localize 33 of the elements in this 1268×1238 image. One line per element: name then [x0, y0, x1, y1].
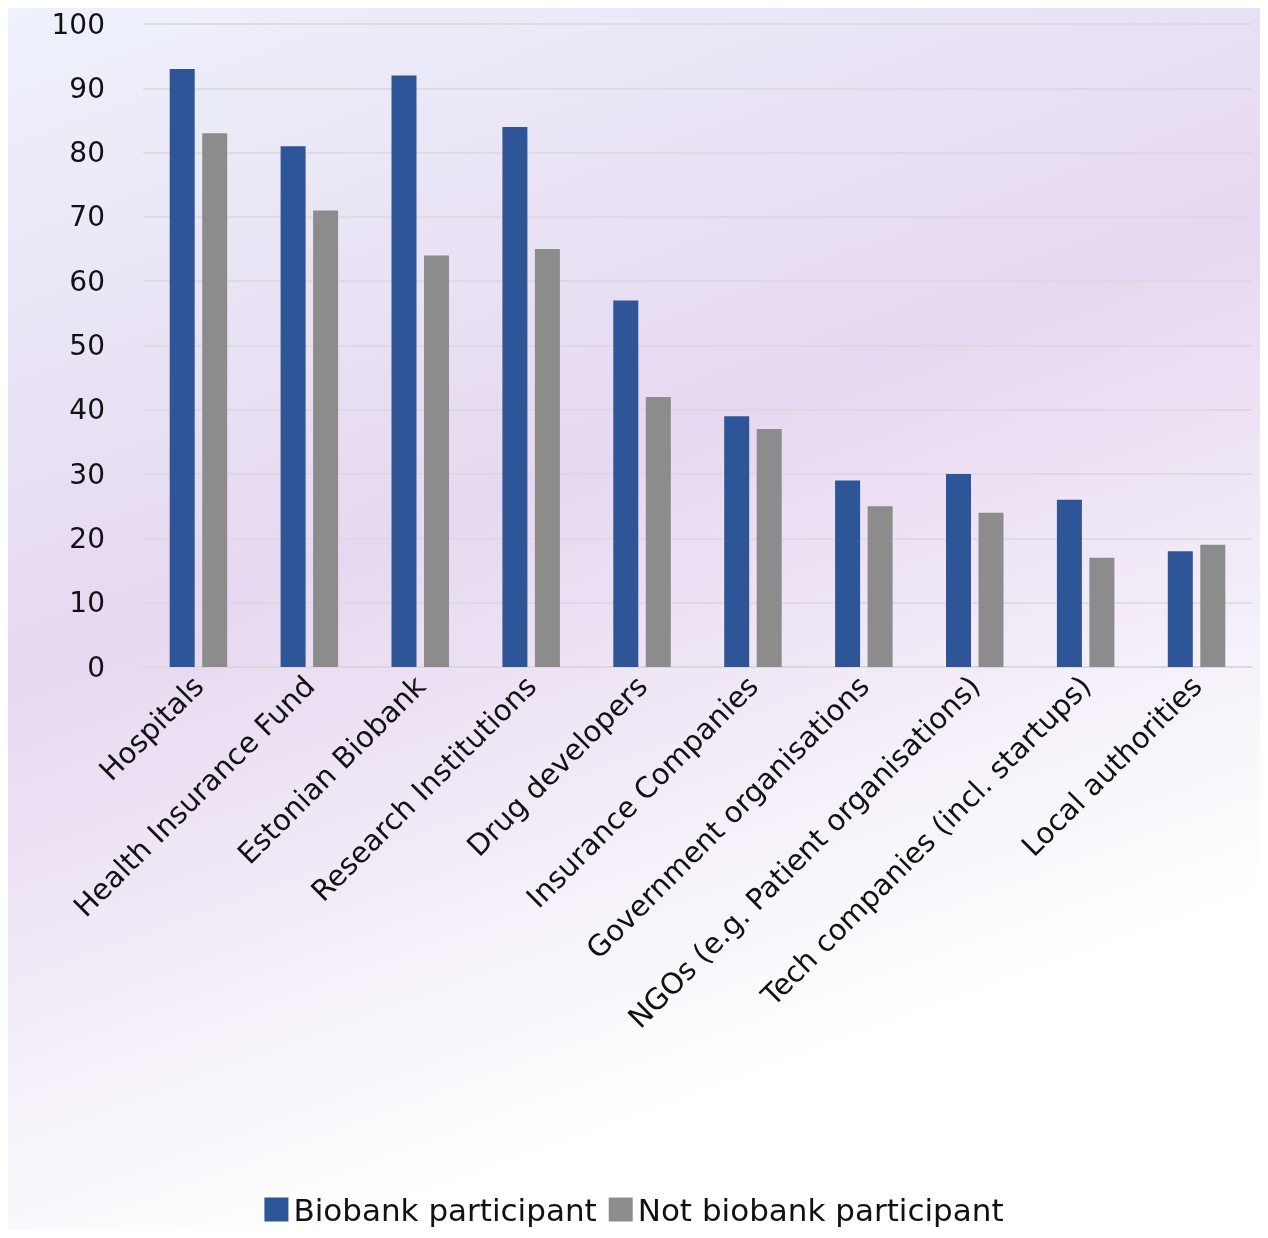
- bar: [724, 416, 750, 667]
- bar: [946, 474, 971, 667]
- y-tick-label: 90: [69, 71, 105, 105]
- bar: [867, 506, 893, 667]
- bar: [313, 210, 339, 667]
- y-tick-label: 20: [69, 521, 105, 555]
- y-tick-label: 60: [69, 264, 105, 298]
- bar: [1056, 499, 1082, 667]
- y-tick-label: 10: [69, 586, 105, 620]
- bar: [645, 396, 671, 667]
- y-tick-label: 0: [87, 650, 105, 684]
- bar: [835, 480, 861, 667]
- bar: [502, 126, 528, 667]
- bar: [1200, 544, 1226, 667]
- bar: [756, 429, 782, 667]
- bar: [978, 512, 1004, 667]
- bar: [280, 146, 306, 667]
- y-tick-label: 70: [69, 200, 105, 234]
- bar: [391, 75, 417, 667]
- y-tick-label: 100: [51, 7, 105, 41]
- bar: [1089, 557, 1115, 667]
- legend-label: Not biobank participant: [637, 1191, 1004, 1228]
- bar: [202, 133, 228, 667]
- y-tick-label: 50: [69, 329, 105, 362]
- bar: [534, 249, 560, 667]
- bar: [613, 300, 639, 667]
- bar: [169, 69, 195, 667]
- y-tick-label: 40: [69, 393, 105, 427]
- legend-label: Biobank participant: [293, 1191, 597, 1228]
- bar: [424, 255, 449, 667]
- y-tick-label: 30: [69, 457, 105, 491]
- y-tick-label: 80: [69, 136, 105, 170]
- bar: [1167, 551, 1193, 667]
